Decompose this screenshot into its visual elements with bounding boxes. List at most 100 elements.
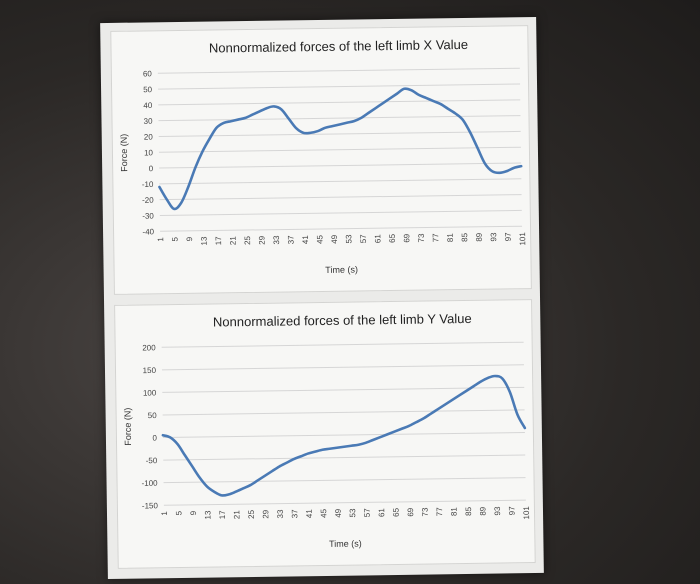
y-tick-label: 40	[143, 101, 153, 110]
gridline	[162, 386, 525, 393]
x-tick-label: 57	[363, 508, 372, 518]
x-tick-label: 93	[493, 506, 502, 516]
x-tick-label: 85	[464, 506, 473, 516]
y-tick-label: -20	[142, 196, 154, 205]
x-tick-label: 57	[359, 234, 368, 244]
chart-panel-y: Nonnormalized forces of the left limb Y …	[114, 299, 536, 569]
x-tick-label: 61	[373, 234, 382, 244]
y-tick-label: 30	[144, 117, 154, 126]
x-tick-label: 61	[377, 508, 386, 518]
y-tick-label: -10	[142, 180, 154, 189]
y-tick-label: 60	[143, 69, 153, 78]
x-tick-label: 29	[261, 509, 270, 519]
x-tick-label: 5	[171, 236, 180, 241]
x-tick-label: 13	[200, 236, 209, 246]
x-tick-label: 45	[319, 508, 328, 518]
gridline	[162, 431, 525, 439]
x-tick-label: 41	[305, 509, 314, 519]
gridline	[158, 130, 521, 137]
gridline	[158, 115, 521, 122]
gridline	[158, 146, 521, 153]
gridline	[163, 454, 526, 461]
x-tick-label: 41	[301, 235, 310, 245]
x-tick-label: 81	[446, 233, 455, 243]
x-tick-label: 37	[286, 235, 295, 245]
gridline	[161, 364, 524, 371]
gridline	[159, 162, 522, 169]
x-tick-label: 9	[189, 510, 198, 515]
x-tick-label: 1	[160, 511, 169, 516]
x-tick-label: 77	[431, 233, 440, 243]
x-axis-label: Time (s)	[325, 264, 358, 274]
y-axis-label: Force (N)	[123, 408, 134, 446]
y-tick-label: -100	[141, 479, 158, 488]
x-tick-label: 89	[475, 232, 484, 242]
gridline	[163, 499, 526, 506]
paper-sheet: Nonnormalized forces of the left limb X …	[100, 16, 544, 580]
y-tick-label: 100	[143, 388, 157, 397]
x-tick-label: 17	[218, 510, 227, 520]
gridline	[161, 341, 524, 348]
x-tick-label: 73	[421, 507, 430, 517]
y-tick-label: 150	[143, 366, 157, 375]
y-tick-label: 50	[148, 411, 158, 420]
y-tick-label: 0	[149, 164, 154, 173]
x-tick-label: 21	[232, 510, 241, 520]
x-tick-label: 37	[290, 509, 299, 519]
x-tick-label: 5	[174, 510, 183, 515]
gridline	[162, 409, 525, 416]
chart-title: Nonnormalized forces of the left limb X …	[209, 37, 468, 56]
y-tick-label: -150	[142, 501, 159, 510]
x-tick-label: 81	[450, 507, 459, 517]
y-axis-label: Force (N)	[119, 134, 130, 172]
chart-panel-x: Nonnormalized forces of the left limb X …	[110, 25, 532, 295]
gridline	[158, 99, 521, 106]
y-tick-label: -30	[142, 212, 154, 221]
chart-x-value: Nonnormalized forces of the left limb X …	[119, 37, 528, 275]
gridline	[159, 178, 522, 185]
x-tick-label: 17	[214, 236, 223, 246]
x-tick-label: 9	[185, 236, 194, 241]
x-tick-label: 45	[315, 234, 324, 244]
gridline	[160, 225, 523, 232]
x-tick-label: 53	[348, 508, 357, 518]
gridline	[159, 194, 522, 201]
x-tick-label: 97	[507, 506, 516, 516]
chart-y-value: Nonnormalized forces of the left limb Y …	[123, 311, 532, 549]
chart-title: Nonnormalized forces of the left limb Y …	[213, 311, 472, 330]
x-tick-label: 97	[504, 232, 513, 242]
y-tick-label: 200	[142, 343, 156, 352]
x-tick-label: 49	[330, 234, 339, 244]
x-tick-label: 77	[435, 507, 444, 517]
x-tick-label: 89	[478, 506, 487, 516]
x-tick-label: 25	[247, 509, 256, 519]
series-line	[158, 87, 523, 211]
x-tick-label: 73	[417, 233, 426, 243]
y-tick-label: 20	[144, 133, 154, 142]
x-tick-label: 33	[272, 235, 281, 245]
y-tick-label: 10	[144, 148, 154, 157]
x-tick-label: 85	[460, 232, 469, 242]
y-tick-label: -40	[142, 227, 154, 236]
x-tick-label: 49	[334, 508, 343, 518]
series-line	[161, 374, 527, 497]
x-tick-label: 101	[518, 232, 527, 246]
x-axis-label: Time (s)	[329, 538, 362, 548]
x-tick-label: 69	[402, 233, 411, 243]
x-tick-label: 65	[388, 233, 397, 243]
x-tick-label: 29	[257, 235, 266, 245]
x-tick-label: 65	[392, 507, 401, 517]
x-tick-label: 25	[243, 235, 252, 245]
x-tick-label: 69	[406, 507, 415, 517]
gridline	[159, 209, 522, 216]
x-tick-label: 33	[276, 509, 285, 519]
x-tick-label: 21	[229, 236, 238, 246]
x-tick-label: 93	[489, 232, 498, 242]
x-tick-label: 1	[156, 237, 165, 242]
gridline	[158, 83, 521, 90]
x-tick-label: 53	[344, 234, 353, 244]
y-tick-label: -50	[146, 456, 158, 465]
x-tick-label: 101	[522, 506, 531, 520]
gridline	[157, 67, 520, 74]
y-tick-label: 50	[143, 85, 153, 94]
